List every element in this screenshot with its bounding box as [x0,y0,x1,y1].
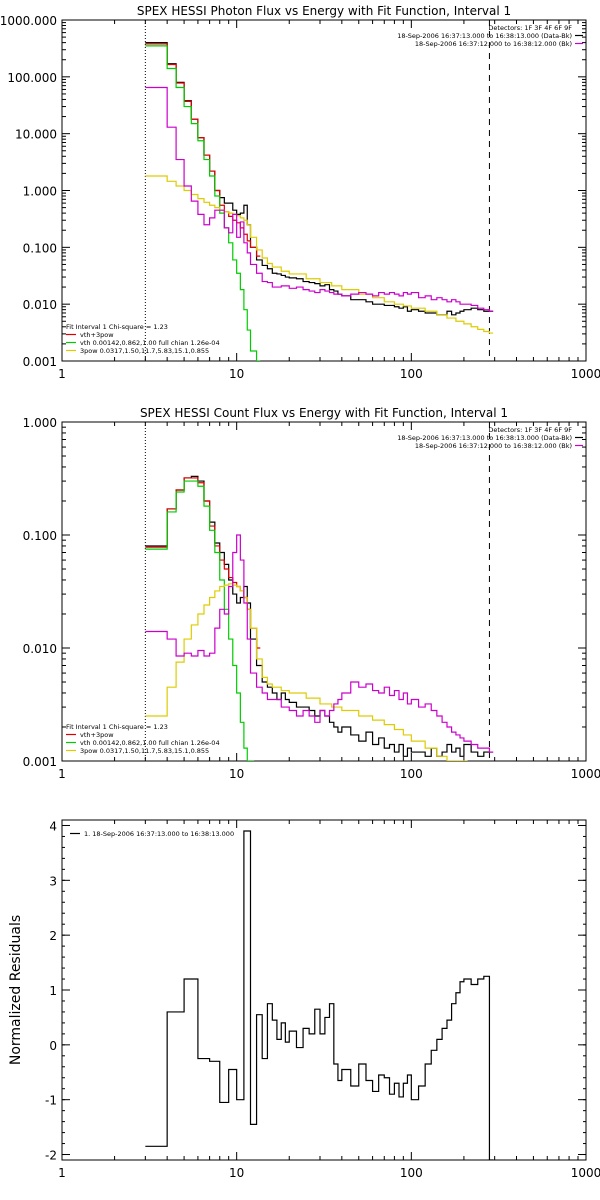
series-line-3 [145,583,468,761]
series-line-2 [145,480,255,761]
header-line: 18-Sep-2006 16:37:12.000 to 16:38:12.000… [415,442,572,450]
y-tick-label: 1000.000 [0,14,57,28]
x-tick-label: 1 [58,767,66,781]
y-tick-label: 0 [49,1039,57,1053]
legend-entry: vth+3pow [80,331,114,339]
y-tick-label: 3 [49,874,57,888]
x-tick-label: 100 [400,767,423,781]
series-line-1 [145,43,261,257]
legend-entry: vth 0.00142,0.862,1.00 full chian 1.26e-… [80,339,220,347]
y-tick-label: 1 [49,984,57,998]
x-tick-label: 100 [400,1166,423,1180]
legend-entry: vth 0.00142,0.862,1.00 full chian 1.26e-… [80,739,220,747]
plot-frame [61,421,587,762]
x-tick-label: 10 [229,767,244,781]
y-tick-label: 0.010 [23,298,57,312]
x-tick-label: 100 [400,367,423,381]
y-tick-label: 4 [49,819,57,833]
series-line-1 [145,477,261,649]
x-tick-label: 1 [58,367,66,381]
series-line-4 [145,86,494,312]
y-tick-label: 0.100 [23,529,57,543]
legend-entry: Fit Interval 1 Chi-square = 1.23 [66,323,168,331]
chart-title: SPEX HESSI Count Flux vs Energy with Fit… [140,406,508,420]
y-tick-label: 1.000 [23,416,57,430]
plot-frame [61,19,587,362]
series-line-4 [145,534,494,753]
y-tick-label: 0.001 [23,355,57,369]
series-line-2 [145,45,261,361]
series-line-0 [145,42,494,316]
y-axis-label: Normalized Residuals [8,915,24,1065]
x-tick-label: 1000 [571,367,600,381]
x-tick-label: 1000 [571,767,600,781]
series-line-3 [145,175,494,334]
y-tick-label: 0.010 [23,642,57,656]
plot-frame [61,819,587,1161]
header-line: Detectors: 1F 3F 4F 6F 9F [488,24,572,32]
header-line: 18-Sep-2006 16:37:13.000 to 16:38:13.000… [397,32,572,40]
chart-title: SPEX HESSI Photon Flux vs Energy with Fi… [137,4,511,18]
x-tick-label: 10 [229,367,244,381]
y-tick-label: -1 [45,1094,57,1108]
legend-entry: Fit Interval 1 Chi-square = 1.23 [66,723,168,731]
series-line-0 [145,830,494,1160]
legend-entry: 3pow 0.0317,1.50,11.7,5.83,15.1,0.855 [80,347,209,355]
x-tick-label: 1000 [571,1166,600,1180]
header-line: 18-Sep-2006 16:37:13.000 to 16:38:13.000… [397,434,572,442]
y-tick-label: 0.001 [23,755,57,769]
legend-entry: 1. 18-Sep-2006 16:37:13.000 to 16:38:13.… [84,830,234,838]
legend-entry: vth+3pow [80,731,114,739]
y-tick-label: 0.100 [23,241,57,255]
header-line: 18-Sep-2006 16:37:12.000 to 16:38:12.000… [415,40,572,48]
y-tick-label: 100.000 [7,71,57,85]
x-tick-label: 10 [229,1166,244,1180]
header-line: Detectors: 1F 3F 4F 6F 9F [488,426,572,434]
y-tick-label: -2 [45,1149,57,1163]
y-tick-label: 10.000 [15,128,57,142]
legend-entry: 3pow 0.0317,1.50,11.7,5.83,15.1,0.855 [80,747,209,755]
y-tick-label: 1.000 [23,185,57,199]
y-tick-label: 2 [49,929,57,943]
x-tick-label: 1 [58,1166,66,1180]
